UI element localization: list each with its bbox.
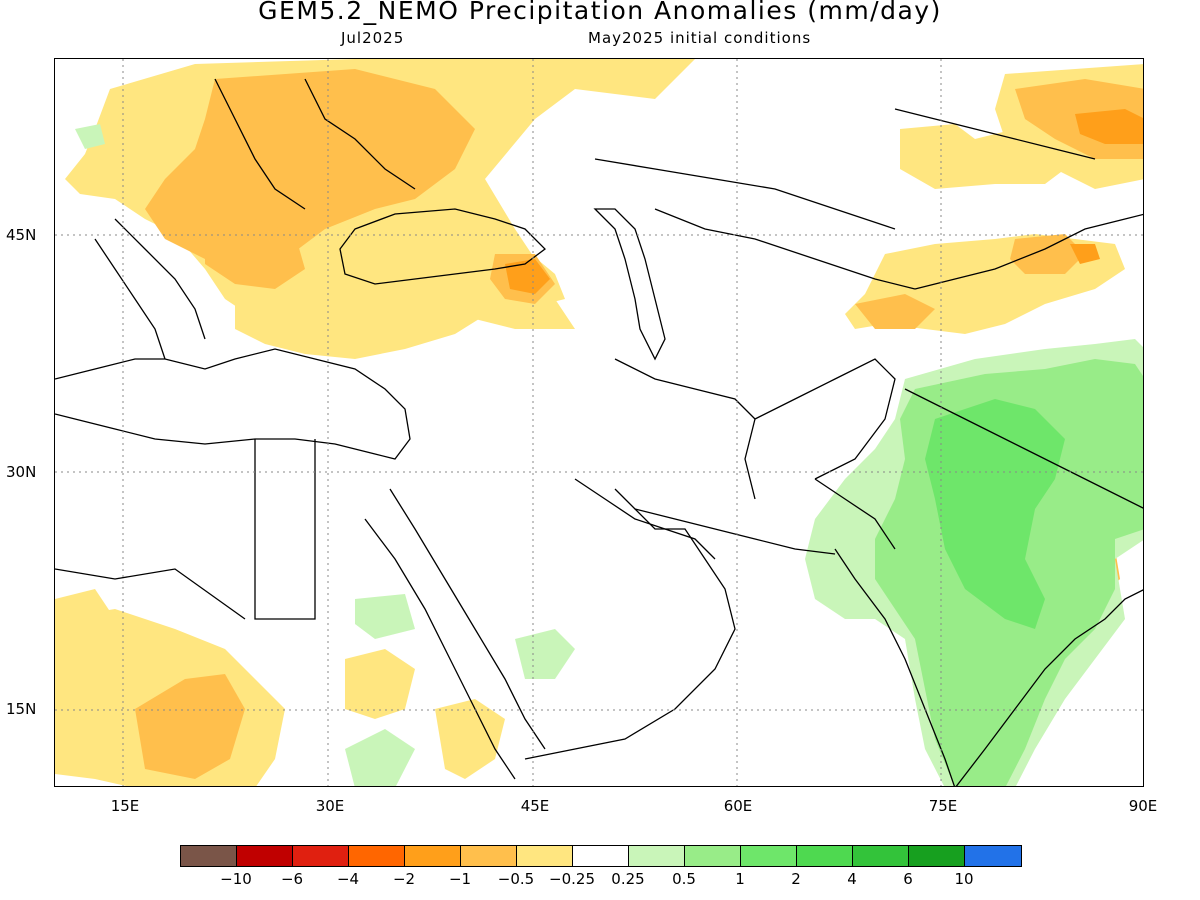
persian-gulf-coast: [574, 478, 716, 560]
sahel-dry: [135, 674, 245, 779]
valid-month-label: Jul2025: [341, 29, 405, 47]
lon-label-45e: 45E: [520, 797, 550, 815]
central-asia-border: [654, 208, 916, 290]
colorbar-tick-label: −4: [336, 870, 360, 888]
map-title: GEM5.2_NEMO Precipitation Anomalies (mm/…: [258, 0, 942, 25]
mongolia-border: [894, 108, 1096, 160]
india-coast-east: [955, 589, 1143, 786]
colorbar-swatch: [461, 846, 517, 866]
colorbar-tick-label: −10: [220, 870, 252, 888]
colorbar-swatch: [573, 846, 629, 866]
lon-label-90e: 90E: [1128, 797, 1158, 815]
arabia-coast: [524, 488, 736, 760]
tianshan-dry: [855, 294, 935, 329]
graticule: [55, 59, 1143, 786]
italy-coast: [94, 238, 166, 360]
colorbar-swatch: [517, 846, 573, 866]
lon-label-75e: 75E: [928, 797, 958, 815]
colorbar-swatch: [797, 846, 853, 866]
red-sea-coast-west: [364, 518, 516, 780]
africa-border-2: [55, 568, 246, 620]
colorbar-swatch: [685, 846, 741, 866]
colorbar-tick-label: 6: [903, 870, 913, 888]
india-coast-west: [834, 548, 955, 786]
africa-border-1: [254, 439, 316, 620]
afghan-border: [754, 358, 896, 480]
colorbar-tick-label: 0.5: [672, 870, 696, 888]
lat-label-15n: 15N: [6, 700, 37, 718]
china-dry: [1010, 234, 1085, 274]
colorbar-tick-label: 2: [791, 870, 801, 888]
map-panel: [54, 58, 1144, 787]
colorbar-swatch: [181, 846, 237, 866]
coastlines-borders: [55, 78, 1143, 786]
anomaly-map: [55, 59, 1143, 786]
colorbar-swatch: [965, 846, 1021, 866]
colorbar-tick-label: −6: [280, 870, 304, 888]
colorbar-tick-label: −2: [392, 870, 416, 888]
sahel-east-dry-light: [345, 649, 415, 719]
colorbar-swatch: [293, 846, 349, 866]
eastern-europe-dry: [145, 69, 475, 269]
india-wet: [925, 399, 1065, 629]
lon-label-15e: 15E: [110, 797, 140, 815]
northeast-dry-core: [1075, 109, 1143, 144]
colorbar-swatch: [349, 846, 405, 866]
caspian-coast: [593, 208, 666, 361]
kazakh-border: [594, 158, 896, 230]
colorbar-tick-label: −1: [448, 870, 472, 888]
yemen-dry-light: [435, 699, 505, 779]
lat-label-45n: 45N: [6, 226, 37, 244]
adriatic-coast: [114, 218, 206, 340]
anatolia-dry-light: [235, 289, 495, 359]
china-dry-core: [1070, 244, 1100, 264]
iran-border: [614, 358, 756, 500]
colorbar-swatch: [909, 846, 965, 866]
balkans-dry: [205, 219, 305, 289]
colorbar-swatch: [741, 846, 797, 866]
europe-border-2: [304, 78, 416, 190]
pakistan-border: [814, 478, 896, 550]
arabia-wet-light: [515, 629, 575, 679]
sudan-wet-light: [355, 594, 415, 639]
europe-wet-light: [75, 124, 105, 149]
colorbar-tick-label: 1: [735, 870, 745, 888]
ethiopia-wet-light: [345, 729, 415, 786]
colorbar-tick-label: 4: [847, 870, 857, 888]
black-sea-coast: [339, 208, 546, 285]
lat-label-30n: 30N: [6, 463, 37, 481]
colorbar-swatch: [853, 846, 909, 866]
china-border: [914, 213, 1143, 290]
colorbar: [180, 845, 1022, 867]
iran-coast: [634, 508, 836, 555]
colorbar-swatch: [237, 846, 293, 866]
colorbar-swatch: [405, 846, 461, 866]
black-sea-caucasus-dry-core: [505, 259, 550, 294]
mongolia-dry-light: [900, 124, 1065, 189]
lon-label-30e: 30E: [315, 797, 345, 815]
lon-label-60e: 60E: [723, 797, 753, 815]
himalaya-border: [904, 388, 1143, 509]
colorbar-tick-label: 10: [954, 870, 974, 888]
colorbar-tick-label: 0.25: [611, 870, 645, 888]
mediterranean-coast: [55, 348, 411, 460]
wet-strong-layer: [925, 399, 1065, 629]
colorbar-tick-label: −0.5: [497, 870, 535, 888]
europe-border-1: [214, 78, 306, 210]
initial-conditions-label: May2025 initial conditions: [588, 29, 812, 47]
colorbar-tick-label: −0.25: [549, 870, 595, 888]
africa-west-dry-light: [55, 589, 115, 659]
red-sea-coast: [389, 488, 546, 750]
colorbar-swatch: [629, 846, 685, 866]
